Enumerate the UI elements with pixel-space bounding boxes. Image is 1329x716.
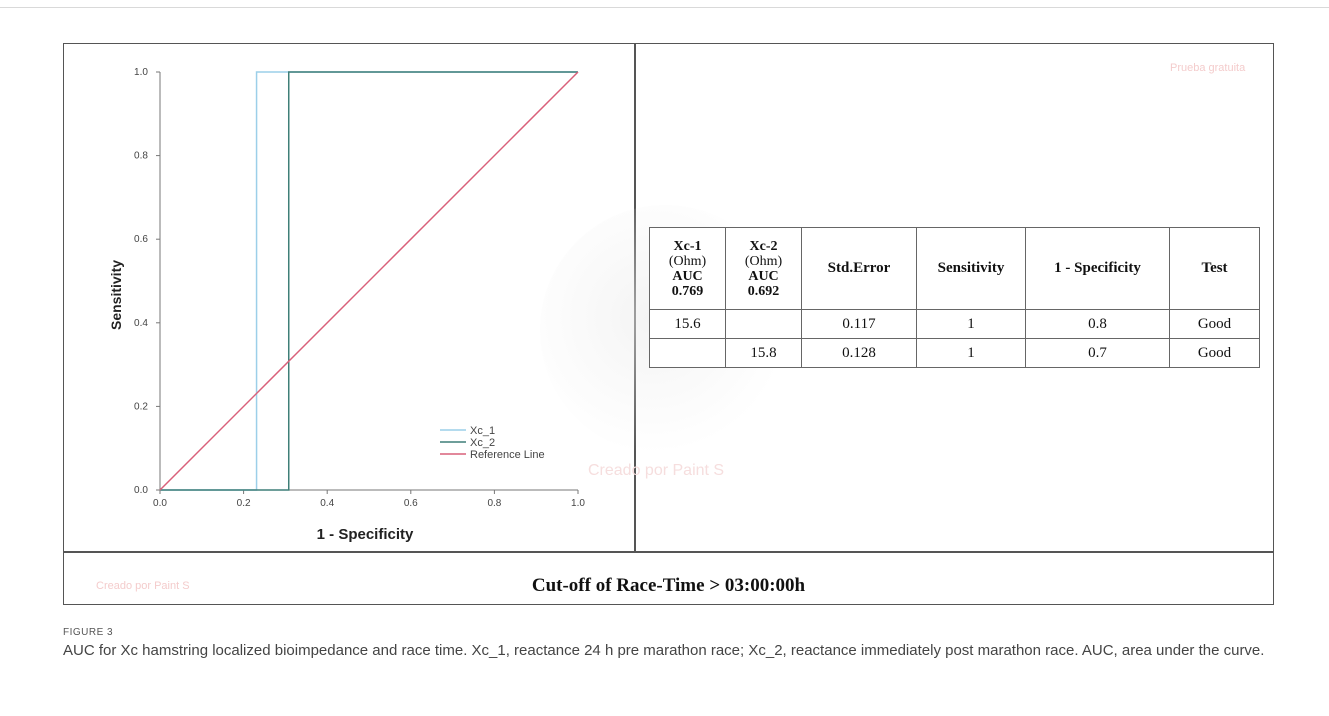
x-tick-label: 0.4 [320, 498, 334, 509]
y-tick-label: 0.4 [134, 318, 148, 329]
legend-label-reference-line: Reference Line [470, 449, 545, 461]
watermark-top-right: Prueba gratuita [1170, 62, 1246, 74]
watermark-bottom-left: Creado por Paint S [96, 580, 190, 592]
header-xc1-name: Xc-1 [673, 238, 702, 254]
y-tick-label: 1.0 [134, 67, 148, 78]
panel-title: Cut-off of Race-Time > 03:00:00h [531, 575, 806, 596]
header-xc1: Xc-1 (Ohm) AUC 0.769 [649, 227, 726, 310]
x-tick-label: 0.0 [153, 498, 167, 509]
x-tick-label: 0.2 [237, 498, 251, 509]
cell-xc1 [649, 338, 726, 368]
top-rule [0, 7, 1329, 8]
cell-test: Good [1169, 309, 1260, 339]
roc-chart: 0.0 0.2 0.4 0.6 0.8 1.0 0.0 0.2 0.4 0.6 0.8 1.0 1 - … [108, 67, 585, 543]
table-row: 15.8 0.128 1 0.7 Good [649, 338, 1260, 368]
y-tick-label: 0.6 [134, 234, 148, 245]
header-xc2: Xc-2 (Ohm) AUC 0.692 [725, 227, 802, 310]
header-std-error: Std.Error [801, 227, 917, 310]
y-tick-label: 0.0 [134, 485, 148, 496]
x-axis-label: 1 - Specificity [317, 526, 414, 543]
cell-sensitivity: 1 [916, 309, 1026, 339]
table-header-row: Xc-1 (Ohm) AUC 0.769 Xc-2 (Ohm) AUC 0.69… [649, 227, 1260, 310]
header-xc1-auc-value: 0.769 [671, 283, 704, 299]
y-axis-label: Sensitivity [108, 260, 124, 330]
header-xc2-unit: (Ohm) [744, 253, 783, 269]
watermark-center: Creado por Paint S [588, 462, 725, 479]
figure-caption: FIGURE 3 AUC for Xc hamstring localized … [63, 627, 1323, 660]
x-tick-label: 0.6 [404, 498, 418, 509]
caption-label: FIGURE 3 [63, 627, 114, 638]
cell-test: Good [1169, 338, 1260, 368]
cell-sensitivity: 1 [916, 338, 1026, 368]
cell-xc1: 15.6 [649, 309, 726, 339]
x-tick-label: 1.0 [571, 498, 585, 509]
table-row: 15.6 0.117 1 0.8 Good [649, 309, 1260, 339]
header-test: Test [1169, 227, 1260, 310]
y-tick-label: 0.2 [134, 401, 148, 412]
header-one-minus-specificity: 1 - Specificity [1025, 227, 1170, 310]
cell-std-error: 0.128 [801, 338, 917, 368]
cell-xc2: 15.8 [725, 338, 802, 368]
series-line-xc-2 [160, 71, 578, 491]
caption-text: AUC for Xc hamstring localized bioimpeda… [63, 642, 1265, 659]
cell-one-minus-specificity: 0.8 [1025, 309, 1170, 339]
header-sensitivity: Sensitivity [916, 227, 1026, 310]
header-xc1-unit: (Ohm) [668, 253, 707, 269]
legend-label-xc-2: Xc_2 [470, 437, 495, 449]
header-xc1-auc-label: AUC [672, 268, 703, 284]
frame-divider-horizontal [63, 551, 1274, 553]
cell-std-error: 0.117 [801, 309, 917, 339]
auc-table: Xc-1 (Ohm) AUC 0.769 Xc-2 (Ohm) AUC 0.69… [649, 227, 1260, 368]
series-line-reference-line [159, 71, 579, 491]
header-xc2-name: Xc-2 [749, 238, 778, 254]
cell-one-minus-specificity: 0.7 [1025, 338, 1170, 368]
cell-xc2 [725, 309, 802, 339]
legend-label-xc-1: Xc_1 [470, 425, 495, 437]
x-tick-label: 0.8 [487, 498, 501, 509]
header-xc2-auc-value: 0.692 [747, 283, 780, 299]
header-xc2-auc-label: AUC [748, 268, 779, 284]
y-tick-label: 0.8 [134, 151, 148, 162]
